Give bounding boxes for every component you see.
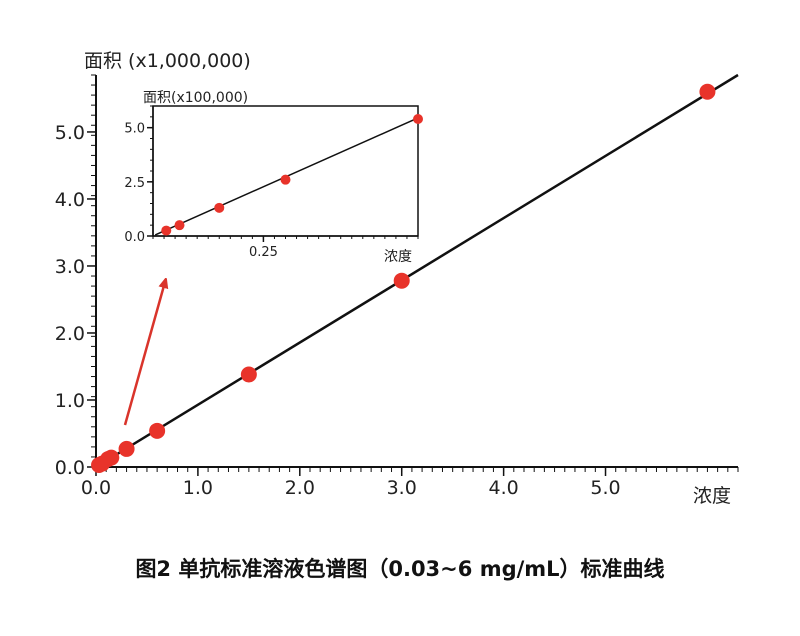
inset-data-point <box>174 220 185 231</box>
main-x-tick-label: 2.0 <box>285 477 315 499</box>
main-y-tick-label: 3.0 <box>55 256 85 278</box>
main-y-tick-label: 2.0 <box>55 323 85 345</box>
inset-data-point <box>413 114 423 124</box>
zoom-arrow <box>123 282 165 426</box>
inset-x-axis-title: 浓度 <box>384 249 412 265</box>
main-y-tick-label: 0.0 <box>55 457 85 479</box>
main-data-point <box>103 449 120 466</box>
figure-caption: 图2 单抗标准溶液色谱图（0.03~6 mg/mL）标准曲线 <box>135 557 665 581</box>
main-x-tick-label: 0.0 <box>81 477 111 499</box>
calibration-chart: 0.0 1.0 2.0 3.0 4.0 5.0 0.0 1.0 2.0 3.0 4.0 5.0 面积 (… <box>55 50 739 507</box>
inset-y-tick-label: 2.5 <box>124 176 145 191</box>
main-plot: 0.0 1.0 2.0 3.0 4.0 5.0 0.0 1.0 2.0 3.0 4.0 5.0 面积 (… <box>55 50 739 507</box>
main-x-tick-label: 4.0 <box>489 477 519 499</box>
inset-data-point <box>280 174 291 185</box>
main-data-point <box>118 440 135 457</box>
main-data-point <box>699 83 716 100</box>
inset-frame <box>152 105 419 237</box>
main-x-axis-title: 浓度 <box>693 485 731 507</box>
main-y-tick-label: 1.0 <box>55 390 85 412</box>
main-y-tick-label: 4.0 <box>55 189 85 211</box>
main-fit-line <box>95 73 739 469</box>
main-x-tick-label: 5.0 <box>590 477 620 499</box>
main-data-point <box>149 422 166 439</box>
inset-y-tick-label: 5.0 <box>124 122 145 137</box>
main-y-tick-label: 5.0 <box>55 122 85 144</box>
inset-plot: 0.25 0.0 2.5 5.0 面积(x100,000) 浓度 <box>124 90 423 265</box>
main-x-tick-label: 1.0 <box>183 477 213 499</box>
inset-y-axis-title: 面积(x100,000) <box>143 90 248 106</box>
main-data-point <box>393 272 410 289</box>
inset-y-tick-label: 0.0 <box>124 230 145 245</box>
inset-x-tick-label: 0.25 <box>249 245 278 260</box>
inset-data-point <box>161 225 172 236</box>
main-y-axis-title: 面积 (x1,000,000) <box>84 50 251 72</box>
main-x-tick-label: 3.0 <box>387 477 417 499</box>
main-data-point <box>240 366 257 383</box>
inset-data-point <box>214 202 225 213</box>
